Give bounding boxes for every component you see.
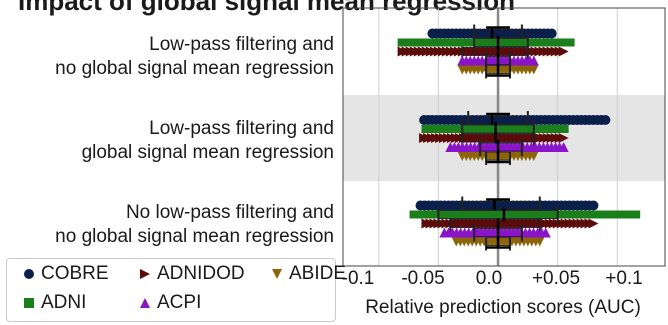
data-point — [588, 218, 599, 229]
row-label-1-line1: Low-pass filtering and — [149, 34, 334, 55]
x-axis-label: Relative prediction scores (AUC) — [365, 297, 641, 318]
box-iqr — [449, 219, 541, 228]
data-point — [528, 64, 539, 75]
box-iqr — [473, 38, 529, 47]
data-point — [546, 28, 557, 39]
x-tick-label: 0.0 — [475, 268, 503, 289]
legend-label: ABIDE — [289, 263, 347, 284]
triangle-up-marker-icon — [137, 292, 153, 314]
chart-title-fragment: Impact of global signal mean regression — [18, 0, 516, 16]
row-label-3-line1: No low-pass filtering and — [125, 202, 334, 223]
data-point — [564, 38, 575, 47]
x-tick-label: -0.1 — [341, 268, 375, 289]
legend-item-adni: ADNI — [21, 292, 86, 314]
box-iqr — [479, 142, 523, 152]
x-tick-label: +0.1 — [605, 268, 643, 289]
data-point — [534, 236, 545, 247]
legend: COBRE ADNIDOD ABIDE ADNI ACPI — [6, 258, 346, 322]
data-point — [558, 46, 569, 57]
data-point — [558, 142, 569, 152]
legend-item-acpi: ACPI — [137, 292, 201, 314]
x-tick-label: -0.05 — [401, 268, 445, 289]
data-point — [588, 200, 599, 211]
legend-label: COBRE — [41, 263, 109, 284]
data-point — [528, 151, 539, 161]
row-label-2-line1: Low-pass filtering and — [149, 118, 334, 139]
box-iqr — [461, 124, 535, 134]
data-point — [630, 210, 641, 219]
legend-label: ADNI — [41, 292, 87, 313]
triangle-right-marker-icon — [137, 263, 153, 285]
box-iqr — [437, 210, 559, 219]
row-label-1-line2: no global signal mean regression — [55, 58, 334, 79]
legend-item-adnidod: ADNIDOD — [137, 263, 245, 285]
data-point — [540, 227, 551, 238]
box-iqr — [467, 115, 529, 125]
legend-label: ACPI — [157, 292, 202, 313]
square-marker-icon — [21, 292, 37, 314]
row-label-1: Low-pass filtering and no global signal … — [55, 33, 334, 81]
data-point — [558, 133, 569, 143]
plot-frame — [342, 7, 666, 267]
data-point — [600, 115, 611, 125]
row-label-3-line2: no global signal mean regression — [55, 226, 334, 247]
legend-item-cobre: COBRE — [21, 263, 109, 285]
row-label-2-line2: global signal mean regression — [81, 142, 334, 163]
row-label-2: Low-pass filtering and global signal mea… — [82, 117, 334, 165]
box-iqr — [461, 201, 541, 210]
row-label-3: No low-pass filtering and no global sign… — [55, 201, 334, 249]
triangle-down-marker-icon — [269, 263, 285, 285]
legend-label: ADNIDOD — [157, 263, 245, 284]
circle-marker-icon — [21, 263, 37, 285]
box-iqr — [461, 47, 529, 56]
data-point — [528, 55, 539, 66]
data-point — [558, 125, 569, 133]
x-tick-label: +0.05 — [531, 268, 581, 289]
legend-item-abide: ABIDE — [269, 263, 346, 285]
